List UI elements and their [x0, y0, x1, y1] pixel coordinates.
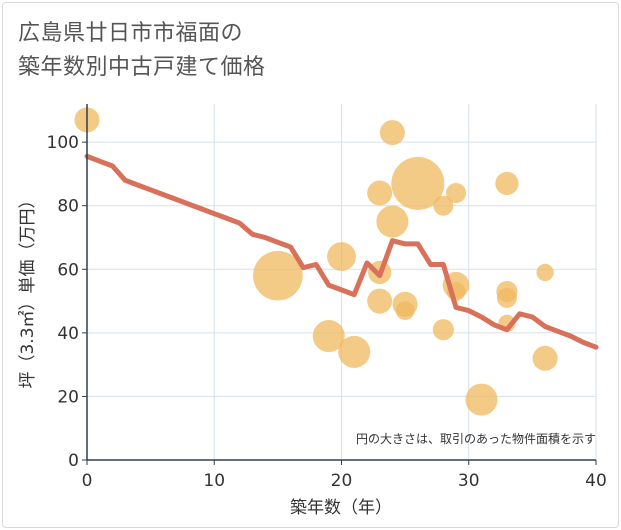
- bubble-point: [367, 288, 393, 314]
- bubble-size-note: 円の大きさは、取引のあった物件面積を示す: [356, 431, 596, 446]
- bubble-point: [327, 242, 356, 271]
- trend-line: [84, 153, 599, 350]
- x-tick-label: 10: [203, 471, 225, 491]
- x-tick-label: 20: [331, 471, 353, 491]
- x-tick-label: 40: [585, 471, 607, 491]
- bubble-point: [312, 320, 345, 353]
- y-tick-label: 100: [47, 133, 79, 153]
- bubble-point: [433, 195, 454, 216]
- y-tick-label: 0: [68, 451, 79, 471]
- y-tick-label: 60: [57, 260, 79, 280]
- bubble-point: [465, 383, 498, 416]
- grid: [87, 104, 597, 460]
- x-tick-label: 30: [458, 471, 480, 491]
- bubble-point: [532, 345, 558, 371]
- title-line-1: 広島県廿日市市福面の: [18, 21, 244, 46]
- bubble-point: [253, 250, 303, 301]
- x-axis-label: 築年数（年）: [290, 498, 392, 518]
- bubble-point: [395, 301, 415, 320]
- chart-title: 広島県廿日市市福面の 築年数別中古戸建て価格: [18, 17, 266, 85]
- y-tick-label: 20: [57, 387, 79, 407]
- x-tick-label: 0: [82, 471, 93, 491]
- bubble-point: [379, 120, 405, 146]
- bubble-point: [496, 287, 517, 308]
- title-line-2: 築年数別中古戸建て価格: [18, 55, 266, 80]
- tick-labels: 0 20 40 60 80 100 0 10 20 30 40: [47, 133, 607, 491]
- bubble-point: [391, 156, 445, 210]
- bubble-point: [446, 182, 467, 204]
- bubble-point: [536, 263, 554, 282]
- y-axis-label: 坪（3.3㎡）単価（万円）: [18, 191, 38, 388]
- bubble-point: [367, 180, 393, 206]
- y-tick-label: 40: [57, 324, 79, 344]
- bubble-point: [338, 335, 371, 368]
- bubble-point: [432, 319, 454, 341]
- bubbles: [74, 107, 558, 416]
- y-tick-label: 80: [57, 197, 79, 217]
- bubble-point: [495, 171, 519, 196]
- bubble-point: [376, 205, 409, 238]
